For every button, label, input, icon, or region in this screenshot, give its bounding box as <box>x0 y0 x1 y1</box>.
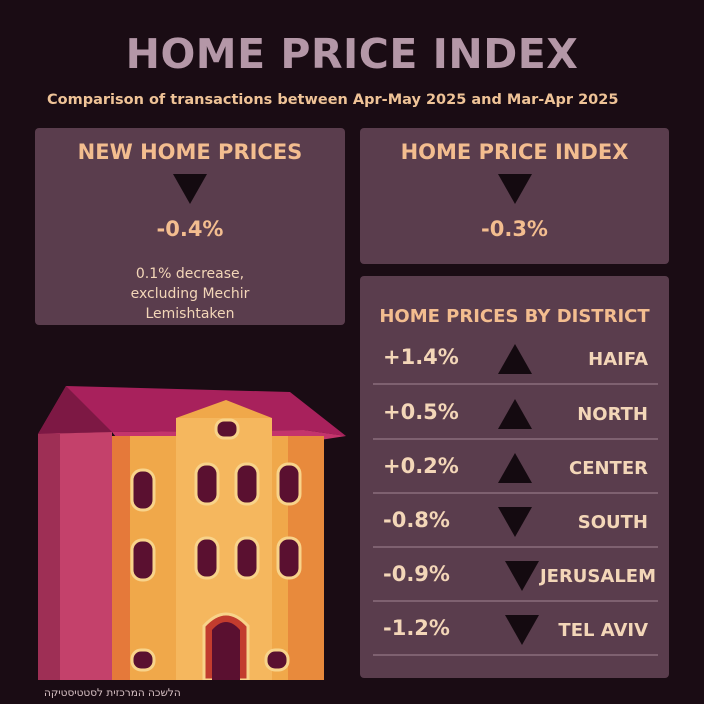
district-name: SOUTH <box>577 512 648 533</box>
district-value: +1.4% <box>383 345 459 369</box>
district-value: -0.9% <box>383 562 450 586</box>
new-home-prices-note: 0.1% decrease, excluding Mechir Lemishta… <box>130 266 250 322</box>
new-home-prices-card: NEW HOME PRICES -0.4% 0.1% decrease, exc… <box>35 128 345 325</box>
district-value: +0.2% <box>383 454 459 478</box>
arrow-down-icon <box>505 615 539 645</box>
home-price-index-card: HOME PRICE INDEX -0.3% <box>360 128 669 264</box>
district-row-tel-aviv: -1.2% TEL AVIV <box>373 602 658 656</box>
arrow-down-icon <box>498 507 532 537</box>
new-home-prices-value: -0.4% <box>156 217 224 241</box>
district-name: HAIFA <box>588 349 648 370</box>
house-illustration <box>38 386 346 680</box>
district-name: NORTH <box>577 404 648 425</box>
district-value: -0.8% <box>383 508 450 532</box>
arrow-down-icon <box>173 174 207 204</box>
arrow-down-icon <box>498 174 532 204</box>
district-value: +0.5% <box>383 400 459 424</box>
home-price-index-title: HOME PRICE INDEX <box>400 140 629 164</box>
district-card: HOME PRICES BY DISTRICT +1.4% HAIFA +0.5… <box>360 276 669 678</box>
page-title: HOME PRICE INDEX <box>125 30 579 78</box>
arrow-up-icon <box>498 344 532 374</box>
district-title: HOME PRICES BY DISTRICT <box>379 306 650 327</box>
district-name: TEL AVIV <box>558 620 648 641</box>
page-subtitle: Comparison of transactions between Apr-M… <box>47 92 619 108</box>
district-row-haifa: +1.4% HAIFA <box>373 331 658 385</box>
arrow-up-icon <box>498 399 532 429</box>
district-name: JERUSALEM <box>539 566 656 587</box>
district-value: -1.2% <box>383 616 450 640</box>
source-credit: הלשכה המרכזית לסטטיסטיקה <box>44 687 181 699</box>
new-home-prices-title: NEW HOME PRICES <box>77 140 303 164</box>
district-row-south: -0.8% SOUTH <box>373 494 658 548</box>
district-row-jerusalem: -0.9% JERUSALEM <box>373 548 658 602</box>
home-price-index-value: -0.3% <box>481 217 548 241</box>
district-row-center: +0.2% CENTER <box>373 440 658 494</box>
district-row-north: +0.5% NORTH <box>373 386 658 440</box>
district-name: CENTER <box>568 458 648 479</box>
arrow-up-icon <box>498 453 532 483</box>
arrow-down-icon <box>505 561 539 591</box>
